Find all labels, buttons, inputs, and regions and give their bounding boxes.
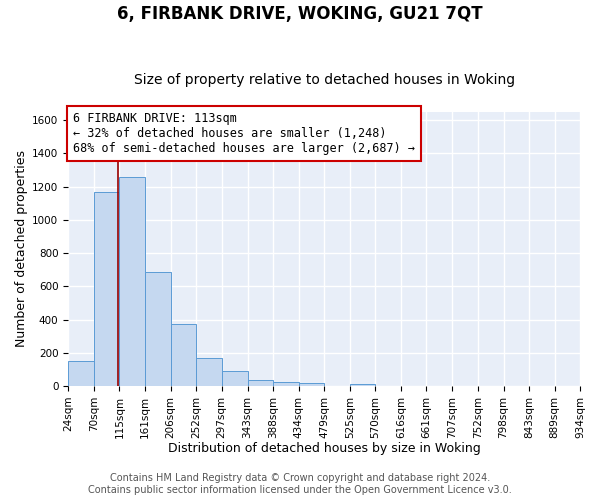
X-axis label: Distribution of detached houses by size in Woking: Distribution of detached houses by size … xyxy=(167,442,481,455)
Bar xyxy=(350,384,375,386)
Bar xyxy=(119,178,145,386)
Bar xyxy=(273,382,299,386)
Bar xyxy=(94,192,119,386)
Text: 6, FIRBANK DRIVE, WOKING, GU21 7QT: 6, FIRBANK DRIVE, WOKING, GU21 7QT xyxy=(117,5,483,23)
Bar xyxy=(145,272,170,386)
Bar xyxy=(299,383,324,386)
Y-axis label: Number of detached properties: Number of detached properties xyxy=(15,150,28,348)
Bar xyxy=(196,358,221,386)
Title: Size of property relative to detached houses in Woking: Size of property relative to detached ho… xyxy=(134,73,515,87)
Bar xyxy=(248,380,273,386)
Text: 6 FIRBANK DRIVE: 113sqm
← 32% of detached houses are smaller (1,248)
68% of semi: 6 FIRBANK DRIVE: 113sqm ← 32% of detache… xyxy=(73,112,415,155)
Bar xyxy=(221,371,248,386)
Bar xyxy=(68,362,94,386)
Text: Contains HM Land Registry data © Crown copyright and database right 2024.
Contai: Contains HM Land Registry data © Crown c… xyxy=(88,474,512,495)
Bar xyxy=(170,324,196,386)
